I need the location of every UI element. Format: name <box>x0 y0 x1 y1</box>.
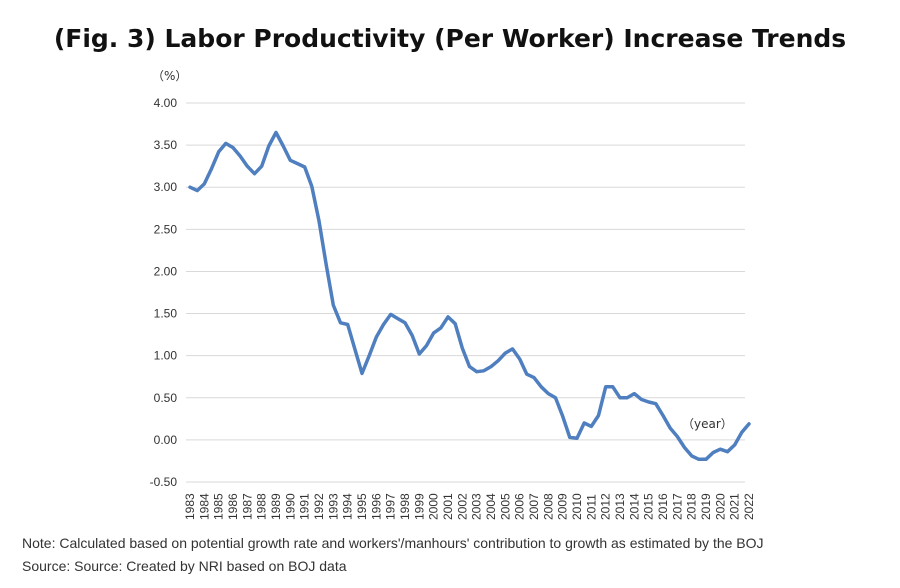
x-tick-label: 1988 <box>255 493 269 520</box>
x-tick-label: 2011 <box>584 494 598 520</box>
x-tick-label: 2016 <box>656 493 670 520</box>
x-tick-label: 1990 <box>283 493 297 520</box>
x-tick-label: 2009 <box>556 493 570 520</box>
line-chart: 4.00 3.50 3.00 2.50 2.00 1.50 1.00 0.50 0.00 -0.5… <box>150 69 756 520</box>
x-tick-label: 1999 <box>412 493 426 520</box>
x-tick-label: 1996 <box>369 493 383 520</box>
y-tick-label: 2.50 <box>154 222 178 236</box>
x-tick-label: 1998 <box>398 493 412 520</box>
y-tick-label: 3.50 <box>154 138 178 152</box>
x-tick-label: 1985 <box>212 493 226 520</box>
x-tick-label: 1989 <box>269 493 283 520</box>
y-tick-label: 2.00 <box>154 264 178 278</box>
chart-note: Note: Calculated based on potential grow… <box>22 535 764 551</box>
x-tick-label: 1995 <box>355 493 369 520</box>
y-tick-label: -0.50 <box>150 475 178 489</box>
gridlines <box>186 102 745 483</box>
x-tick-label: 2007 <box>527 493 541 520</box>
x-tick-label: 2010 <box>570 493 584 520</box>
series-line <box>188 130 751 462</box>
x-tick-label: 2015 <box>642 493 656 520</box>
y-tick-label: 4.00 <box>154 96 178 110</box>
x-tick-label: 2021 <box>728 493 742 520</box>
y-tick-label: 1.50 <box>154 307 178 321</box>
x-tick-label: 1992 <box>312 493 326 520</box>
y-tick-label: 3.00 <box>154 180 178 194</box>
x-tick-label: 1983 <box>183 493 197 520</box>
x-tick-label: 2019 <box>699 493 713 520</box>
x-tick-label: 2004 <box>484 493 498 520</box>
x-tick-label: 2003 <box>470 493 484 520</box>
x-axis-unit-label: （year） <box>682 417 733 431</box>
y-tick-label: 0.00 <box>154 433 178 447</box>
chart-title: (Fig. 3) Labor Productivity (Per Worker)… <box>53 24 847 53</box>
x-tick-label: 1997 <box>384 493 398 520</box>
y-tick-label: 1.00 <box>154 349 178 363</box>
x-tick-label: 1984 <box>197 493 211 520</box>
x-tick-label: 2018 <box>685 493 699 520</box>
x-tick-label: 1991 <box>298 493 312 520</box>
x-tick-label: 2022 <box>742 493 756 520</box>
x-tick-label: 1993 <box>326 493 340 520</box>
x-tick-label: 2000 <box>427 493 441 520</box>
chart-source: Source: Source: Created by NRI based on … <box>22 558 347 574</box>
x-tick-label: 2002 <box>455 493 469 520</box>
x-tick-label: 1994 <box>341 493 355 520</box>
x-tick-label: 1987 <box>240 493 254 520</box>
x-tick-label: 2005 <box>498 493 512 520</box>
x-tick-label: 2012 <box>599 493 613 520</box>
x-tick-label: 2006 <box>513 493 527 520</box>
x-tick-label: 1986 <box>226 493 240 520</box>
y-axis-ticks: 4.00 3.50 3.00 2.50 2.00 1.50 1.00 0.50 0.00 -0.5… <box>150 96 178 489</box>
x-tick-label: 2014 <box>627 493 641 520</box>
x-tick-label: 2020 <box>713 493 727 520</box>
x-tick-label: 2013 <box>613 493 627 520</box>
series <box>188 130 751 462</box>
x-axis-ticks: 1983 1984 1985 1986 1987 1988 1989 1990 1991 1992… <box>183 493 756 520</box>
x-tick-label: 2001 <box>441 493 455 520</box>
x-tick-label: 2008 <box>541 493 555 520</box>
y-axis-unit-label: （%） <box>152 69 187 83</box>
x-tick-label: 2017 <box>670 493 684 520</box>
y-tick-label: 0.50 <box>154 391 178 405</box>
